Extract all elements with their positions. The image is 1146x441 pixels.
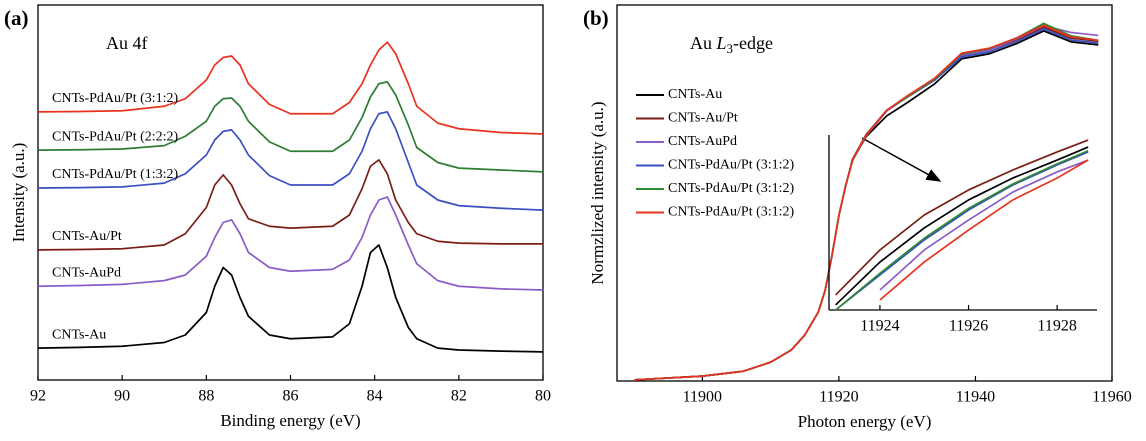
series-line — [879, 159, 1089, 301]
series-label: CNTs-PdAu/Pt (2:2:2) — [52, 129, 179, 144]
x-tick-label: 11924 — [860, 318, 899, 335]
series-label: CNTs-PdAu/Pt (3:1:2) — [52, 91, 179, 106]
x-tick-label: 84 — [367, 388, 383, 405]
plot-frame — [616, 4, 1113, 382]
x-tick-label: 82 — [451, 388, 467, 405]
annotation-part: -edge — [733, 33, 773, 53]
x-axis-label: Binding energy (eV) — [220, 411, 360, 430]
x-tick-label: 11920 — [819, 389, 858, 406]
series-line — [835, 139, 1089, 296]
annotation-part: L — [716, 33, 727, 53]
series-line — [634, 24, 1099, 381]
x-tick-label: 92 — [30, 388, 46, 405]
series-line — [37, 81, 544, 173]
annotation-part: 3 — [727, 41, 734, 56]
x-axis-label: Photon energy (eV) — [798, 412, 932, 431]
series-line — [37, 196, 544, 291]
plot-frame — [37, 4, 544, 381]
x-tick-label: 11900 — [683, 389, 722, 406]
x-tick-label: 11926 — [949, 318, 988, 335]
panel-label: (b) — [583, 6, 609, 30]
series-line — [37, 244, 544, 353]
y-axis-label: Normzlized intensity (a.u.) — [588, 101, 607, 284]
series-label: CNTs-PdAu/Pt (1:3:2) — [52, 167, 179, 182]
x-tick-label: 86 — [283, 388, 299, 405]
annotation: Au L3-edge — [690, 33, 773, 56]
x-tick-label: 88 — [198, 388, 214, 405]
y-axis-label: Intensity (a.u.) — [9, 143, 28, 243]
legend-label: CNTs-PdAu/Pt (3:1:2) — [668, 158, 795, 173]
legend-label: CNTs-PdAu/Pt (3:1:2) — [668, 205, 795, 220]
series-line — [37, 159, 543, 251]
annotation: Au 4f — [106, 33, 148, 53]
series-label: CNTs-Au — [52, 327, 106, 342]
series-line — [37, 111, 544, 211]
legend-label: CNTs-Au — [668, 87, 722, 102]
legend-label: CNTs-PdAu/Pt (3:1:2) — [668, 181, 795, 196]
x-tick-label: 90 — [114, 388, 130, 405]
series-line — [835, 151, 1089, 311]
legend-label: CNTs-AuPd — [668, 134, 737, 149]
arrow — [861, 137, 942, 182]
series-line — [835, 149, 1089, 311]
annotation-part: Au — [690, 33, 712, 53]
panel-label: (a) — [4, 6, 29, 30]
x-tick-label: 11928 — [1037, 318, 1076, 335]
legend-label: CNTs-Au/Pt — [668, 111, 738, 126]
x-tick-label: 11960 — [1092, 389, 1131, 406]
series-line — [879, 159, 1089, 291]
x-tick-label: 11940 — [956, 389, 995, 406]
series-label: CNTs-AuPd — [52, 265, 121, 280]
series-line — [37, 41, 544, 135]
series-line — [835, 146, 1089, 306]
x-tick-label: 80 — [535, 388, 551, 405]
series-label: CNTs-Au/Pt — [52, 229, 122, 244]
